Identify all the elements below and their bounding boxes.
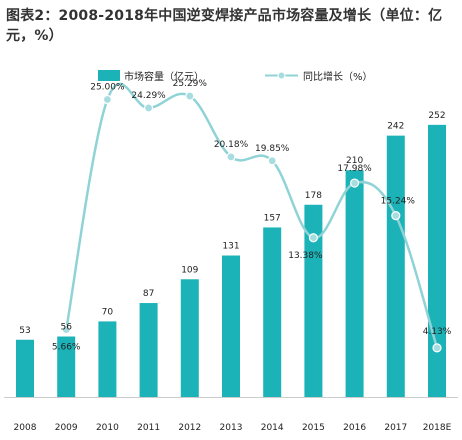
bar-2013 — [222, 255, 240, 397]
x-tick-label: 2015 — [302, 423, 325, 433]
growth-marker — [226, 152, 236, 162]
x-axis: 2008 2009 2010 2011 2012 2013 2014 2015 2016 2017… — [4, 397, 458, 433]
bar-2008 — [16, 339, 34, 397]
bar-value-label: 252 — [428, 111, 445, 121]
growth-marker — [102, 94, 113, 105]
bar-value-label: 131 — [222, 242, 239, 252]
bar-2009 — [57, 336, 76, 397]
growth-value-label: 20.18% — [214, 140, 249, 150]
bar-value-label: 157 — [264, 213, 281, 223]
bar-value-label: 70 — [102, 307, 114, 317]
bar-value-label: 242 — [387, 122, 404, 132]
line-group — [61, 82, 442, 353]
bar-2012 — [180, 279, 199, 397]
x-tick-label: 2014 — [261, 423, 284, 433]
x-tick-label: 2009 — [55, 423, 78, 433]
growth-marker — [308, 233, 318, 243]
labels-group: 53 56 70 87 109 131 157 178 210 242 252 5.66% 25.00%… — [19, 79, 451, 353]
legend-line-marker — [277, 71, 286, 80]
growth-value-label: 24.29% — [131, 91, 166, 101]
bar-2014 — [263, 227, 282, 397]
growth-value-label: 19.85% — [255, 144, 290, 154]
x-tick-label: 2016 — [343, 423, 366, 433]
bar-2010 — [98, 321, 117, 397]
growth-marker — [144, 103, 154, 113]
growth-marker — [61, 325, 71, 335]
bar-value-label: 109 — [181, 265, 198, 275]
bar-2018E — [428, 124, 446, 397]
x-tick-label: 2012 — [178, 423, 201, 433]
growth-value-label: 5.66% — [52, 343, 81, 353]
bar-2016 — [345, 170, 364, 397]
growth-value-label: 4.13% — [423, 327, 452, 337]
bar-value-label: 178 — [305, 191, 322, 201]
bar-2015 — [304, 204, 323, 397]
legend-bar-swatch — [98, 70, 120, 81]
growth-value-label: 17.98% — [337, 164, 372, 174]
bar-value-label: 56 — [60, 323, 72, 333]
growth-value-label: 25.29% — [173, 79, 208, 89]
growth-marker — [350, 178, 360, 188]
bar-value-label: 87 — [143, 289, 154, 299]
growth-marker — [267, 156, 277, 166]
x-tick-label: 2017 — [384, 423, 407, 433]
growth-value-label: 15.24% — [381, 197, 416, 207]
growth-marker — [391, 211, 401, 221]
growth-value-label: 13.38% — [288, 251, 323, 261]
x-tick-label: 2011 — [137, 423, 160, 433]
bar-value-label: 53 — [19, 326, 30, 336]
bar-2011 — [139, 303, 158, 397]
growth-marker — [185, 91, 195, 101]
growth-marker — [432, 343, 442, 353]
legend-line-label: 同比增长（%） — [303, 70, 373, 83]
x-tick-label: 2013 — [220, 423, 243, 433]
x-tick-label: 2008 — [14, 423, 37, 433]
x-tick-label: 2018E — [423, 423, 452, 433]
bars-group — [16, 124, 446, 397]
legend-bar-label: 市场容量（亿元） — [124, 70, 204, 83]
growth-line — [64, 82, 439, 349]
bar-value-label: 210 — [346, 156, 363, 166]
growth-value-label: 25.00% — [90, 83, 125, 93]
bar-2017 — [386, 135, 405, 397]
chart-title: 图表2：2008-2018年中国逆变焊接产品市场容量及增长（单位：亿元，%） — [6, 8, 443, 44]
legend: 市场容量（亿元） 同比增长（%） — [98, 70, 373, 83]
x-tick-label: 2010 — [96, 423, 119, 433]
